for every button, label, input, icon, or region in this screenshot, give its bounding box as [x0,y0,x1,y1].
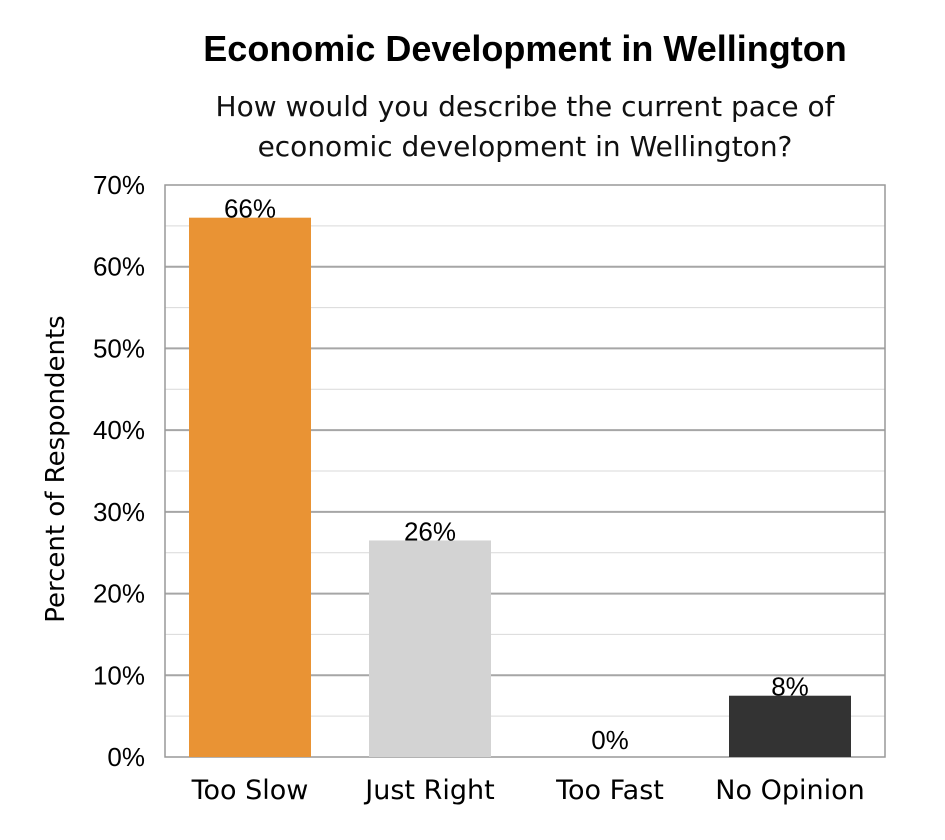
x-tick-label: Too Slow [191,775,309,806]
bar [369,540,491,757]
bar-value-label: 66% [224,194,276,224]
y-tick-label: 0% [107,742,145,772]
x-tick-label: Just Right [363,775,494,806]
x-tick-label: Too Fast [555,775,664,806]
y-tick-label: 50% [93,333,145,363]
chart-subtitle-line-1: How would you describe the current pace … [215,90,835,123]
bar [729,695,851,757]
bar-value-label: 26% [404,516,456,546]
y-axis-label: Percent of Respondents [41,315,71,622]
y-tick-label: 10% [93,660,145,690]
data-labels: 66% 26% 0% 8% [224,194,809,755]
bar-value-label: 0% [591,725,629,755]
bars [189,217,851,757]
y-tick-label: 40% [93,415,145,445]
y-tick-label: 20% [93,579,145,609]
y-tick-label: 70% [93,170,145,200]
axes: 0% 10% 20% 30% 40% 50% 60% 70% Too Slow Just Righ… [93,170,865,806]
chart-title: Economic Development in Wellington [203,28,847,69]
y-tick-label: 30% [93,497,145,527]
bar [189,217,311,757]
plot-area-frame [164,184,886,758]
bar-value-label: 8% [771,672,809,702]
y-tick-label: 60% [93,252,145,282]
x-tick-label: No Opinion [715,775,864,806]
chart-subtitle-line-2: economic development in Wellington? [257,130,793,163]
